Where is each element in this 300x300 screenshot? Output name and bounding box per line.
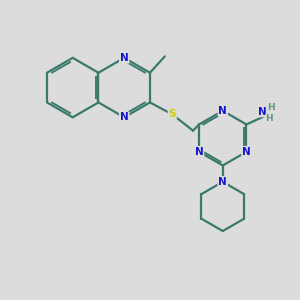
Text: H: H bbox=[266, 114, 273, 123]
Text: H: H bbox=[267, 103, 275, 112]
Text: N: N bbox=[120, 53, 129, 63]
Text: N: N bbox=[218, 177, 227, 187]
Text: N: N bbox=[195, 147, 203, 157]
Text: N: N bbox=[218, 106, 227, 116]
Text: N: N bbox=[258, 107, 267, 117]
Text: N: N bbox=[242, 147, 251, 157]
Text: S: S bbox=[169, 109, 176, 119]
Text: N: N bbox=[120, 112, 129, 122]
